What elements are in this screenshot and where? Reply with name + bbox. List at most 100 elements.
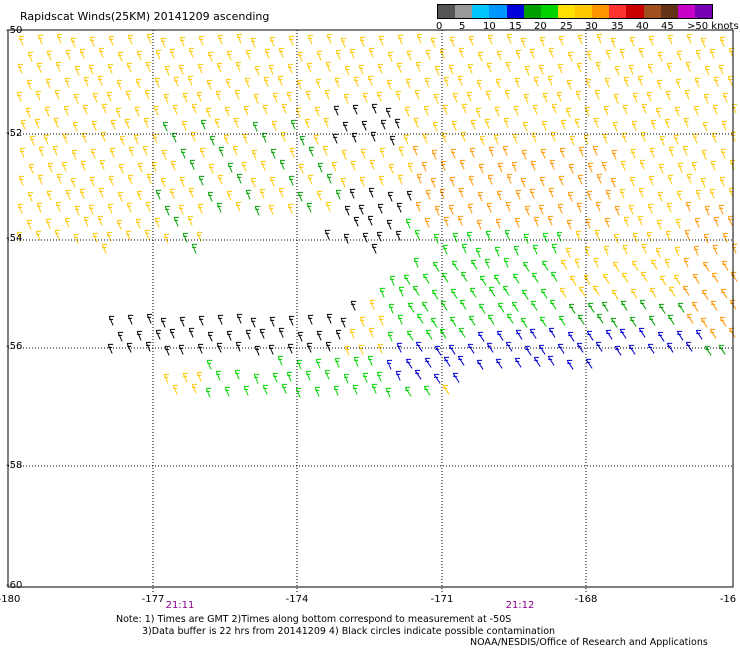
wind-barb: [449, 176, 456, 187]
wind-barb: [682, 145, 689, 156]
wind-barb: [317, 162, 324, 173]
wind-barb: [505, 61, 512, 72]
wind-barb: [358, 64, 365, 75]
wind-barb: [164, 205, 171, 216]
wind-barb: [253, 93, 260, 104]
wind-barb: [37, 34, 44, 45]
wind-barb: [387, 331, 394, 342]
wind-barb: [703, 233, 710, 244]
wind-barb: [277, 75, 284, 86]
wind-barb: [99, 159, 106, 170]
wind-barb: [422, 273, 430, 284]
wind-barb: [236, 313, 243, 324]
wind-barb: [610, 317, 618, 328]
wind-barb: [566, 359, 574, 370]
wind-barb: [79, 48, 86, 59]
wind-barb: [358, 204, 365, 215]
wind-barb: [278, 187, 285, 198]
wind-barb: [529, 188, 536, 199]
wind-barb: [367, 215, 374, 226]
wind-barb: [181, 120, 188, 131]
wind-barb: [558, 175, 565, 186]
wind-barb: [35, 230, 42, 241]
wind-barb: [540, 148, 547, 159]
wind-barb: [514, 217, 521, 228]
legend-swatch: [557, 5, 575, 18]
wind-barb: [459, 159, 466, 170]
wind-barb: [560, 259, 568, 270]
wind-barb: [512, 133, 519, 144]
wind-barb: [224, 386, 231, 397]
wind-barb: [253, 373, 260, 384]
wind-barb: [197, 343, 204, 354]
wind-barb: [135, 218, 142, 229]
wind-barb: [182, 92, 189, 103]
wind-barb: [90, 148, 97, 159]
wind-barb: [259, 328, 266, 339]
wind-barb: [146, 313, 153, 324]
legend-label: >50 knots: [687, 21, 739, 32]
wind-barb: [486, 342, 494, 353]
wind-barb: [540, 288, 548, 299]
wind-barb: [334, 357, 341, 368]
wind-barb: [315, 78, 322, 89]
wind-barb: [541, 120, 548, 131]
wind-barb: [432, 261, 440, 272]
wind-barb: [164, 65, 171, 76]
wind-barb: [196, 91, 203, 102]
wind-barb: [18, 35, 25, 46]
wind-barb: [385, 387, 392, 398]
wind-barb: [206, 79, 213, 90]
wind-barb: [344, 205, 351, 216]
wind-barb: [268, 344, 275, 355]
wind-barb: [342, 121, 349, 132]
wind-barb: [389, 275, 396, 286]
wind-barb: [622, 104, 629, 115]
wind-barb: [448, 344, 456, 355]
wind-barb: [296, 359, 303, 370]
wind-barb: [108, 175, 115, 186]
wind-barb: [235, 341, 242, 352]
wind-barb: [38, 146, 45, 157]
wind-barb: [407, 302, 415, 313]
wind-barb: [377, 203, 384, 214]
wind-barb: [368, 47, 375, 58]
wind-barb: [250, 37, 257, 48]
wind-barb: [592, 285, 600, 296]
wind-barb: [720, 148, 727, 159]
wind-barb: [126, 202, 133, 213]
wind-barb: [675, 78, 682, 89]
wind-barb: [333, 385, 340, 396]
wind-barb: [637, 215, 644, 226]
wind-barb: [451, 260, 459, 271]
wind-barb: [460, 271, 468, 282]
wind-barb: [568, 163, 575, 174]
wind-barb: [586, 190, 593, 201]
wind-barb: [603, 105, 610, 116]
wind-barb: [307, 174, 314, 185]
wind-barb: [515, 189, 522, 200]
wind-barb: [415, 201, 422, 212]
wind-barb: [533, 76, 540, 87]
wind-barb: [530, 300, 538, 311]
wind-barb: [458, 47, 465, 58]
wind-barb: [127, 314, 134, 325]
wind-barb: [16, 91, 23, 102]
wind-barb: [550, 271, 558, 282]
wind-barb: [397, 34, 404, 45]
wind-barb: [673, 274, 681, 285]
wind-barb: [557, 63, 564, 74]
wind-barb: [485, 230, 492, 241]
note-line-2: 3)Data buffer is 22 hrs from 20141209 4)…: [142, 626, 556, 637]
wind-barb: [306, 202, 313, 213]
wind-barb: [493, 274, 501, 285]
wind-barb: [134, 106, 141, 117]
legend-swatch: [506, 5, 524, 18]
wind-barb: [44, 106, 51, 117]
wind-barb: [649, 147, 656, 158]
wind-barb: [340, 37, 347, 48]
wind-barb: [254, 205, 261, 216]
wind-barb: [631, 260, 639, 271]
wind-barb: [711, 132, 718, 143]
